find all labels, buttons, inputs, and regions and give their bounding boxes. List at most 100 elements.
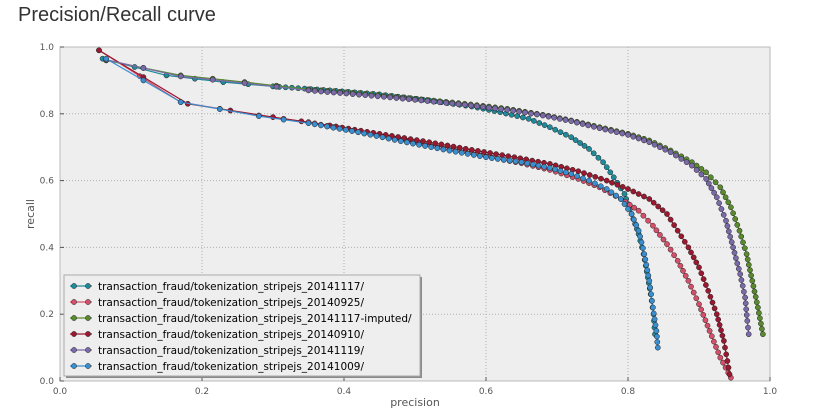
series-point [520, 114, 526, 121]
series-point [489, 155, 495, 161]
series-point [718, 206, 725, 212]
series-point [318, 122, 324, 129]
series-point [280, 116, 287, 123]
legend-marker [71, 299, 77, 305]
series-point [586, 177, 592, 184]
series-point [413, 137, 420, 143]
series-point [641, 251, 648, 257]
series-point [706, 328, 713, 334]
series-point [399, 95, 406, 102]
series-point [717, 354, 724, 361]
series-point [698, 166, 705, 172]
series-point [650, 310, 657, 317]
series-point [641, 193, 647, 200]
series-point [525, 115, 532, 122]
series-point [140, 65, 147, 71]
series-point [450, 143, 457, 150]
series-point [318, 88, 324, 95]
series-point [722, 344, 728, 351]
series-point [541, 122, 548, 128]
series-point [530, 161, 536, 168]
series-point [428, 144, 435, 151]
legend-label: transaction_fraud/tokenization_stripejs_… [98, 281, 364, 293]
series-point [562, 117, 569, 123]
series-point [446, 147, 453, 154]
series-point [563, 131, 569, 138]
series-point [480, 104, 486, 110]
y-tick-label: 0.2 [40, 310, 54, 320]
series-point [324, 123, 330, 130]
series-point [631, 216, 637, 223]
series-point [708, 185, 715, 191]
x-tick-label: 1.0 [763, 387, 778, 397]
series-point [644, 267, 651, 273]
series-point [547, 124, 553, 131]
legend-marker [71, 363, 77, 369]
series-point [760, 331, 766, 338]
series-point [750, 283, 757, 289]
series-point [619, 130, 626, 137]
series-point [498, 106, 505, 112]
legend-marker [85, 347, 91, 353]
series-point [650, 199, 657, 206]
series-point [635, 207, 642, 214]
series-point [707, 174, 714, 181]
series-point [621, 191, 628, 197]
series-point [747, 267, 753, 273]
series-point [614, 181, 621, 188]
series-point [713, 344, 719, 350]
series-point [711, 338, 717, 345]
series-point [600, 159, 606, 166]
series-point [654, 339, 661, 345]
legend-entry: transaction_fraud/tokenization_stripejs_… [70, 297, 364, 309]
series-point [690, 254, 697, 261]
series-point [557, 129, 564, 136]
series-point [748, 272, 754, 279]
series-point [536, 120, 543, 126]
series-point [311, 121, 318, 128]
series-point [607, 169, 614, 176]
series-point [512, 158, 519, 165]
series-point [418, 97, 425, 104]
series-point [603, 186, 610, 192]
x-tick-label: 0.0 [53, 387, 68, 397]
y-tick-label: 0.4 [40, 243, 55, 253]
series-point [662, 146, 669, 153]
legend-label: transaction_fraud/tokenization_stripejs_… [98, 297, 364, 309]
series-point [598, 175, 604, 182]
series-point [426, 139, 433, 146]
series-point [718, 327, 724, 334]
series-point [640, 212, 647, 219]
series-point [674, 257, 681, 264]
series-point [698, 270, 705, 277]
series-point [755, 304, 761, 311]
series-point [641, 137, 647, 144]
series-point [745, 331, 752, 338]
series-point [367, 131, 374, 138]
series-point [568, 118, 575, 124]
series-point [715, 349, 722, 356]
series-point [475, 148, 481, 154]
series-point [703, 282, 709, 288]
legend-entry: transaction_fraud/tokenization_stripejs_… [70, 281, 364, 293]
series-point [717, 184, 724, 191]
series-point [574, 173, 580, 179]
series-point [337, 90, 343, 96]
series-point [708, 333, 715, 340]
series-point [563, 169, 569, 176]
legend-label: transaction_fraud/tokenization_stripejs_… [98, 345, 364, 357]
series-point [715, 316, 722, 323]
series-point [650, 222, 656, 229]
legend-marker [71, 283, 77, 289]
series-point [723, 217, 729, 224]
series-point [438, 141, 445, 148]
tick-labels: 0.0 0.2 0.4 0.6 0.8 1.0 0.0 0.2 0.4 0.6 0.8 1.0 [40, 43, 778, 397]
series-point [731, 249, 738, 256]
series-point [654, 333, 660, 340]
series-point [404, 139, 410, 146]
legend-entry: transaction_fraud/tokenization_stripejs_… [70, 361, 364, 373]
series-point [638, 239, 645, 246]
series-point [608, 127, 614, 134]
series-point [381, 93, 387, 100]
